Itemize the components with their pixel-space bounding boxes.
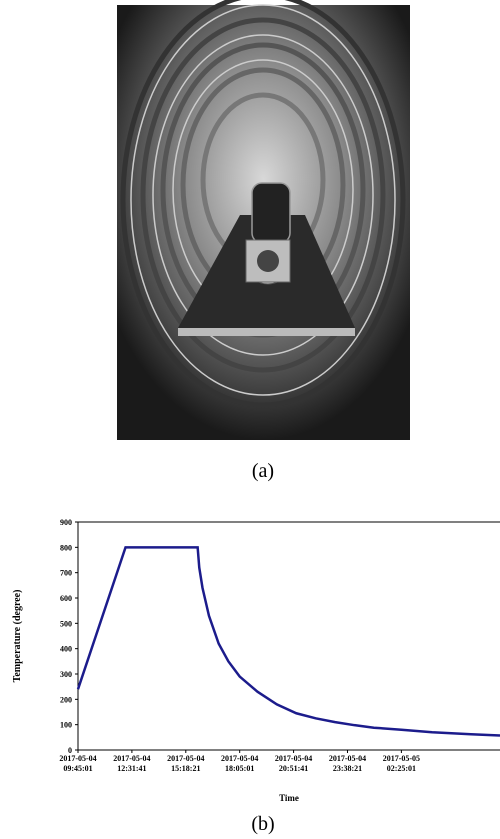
x-tick-label-line: 12:31:41 xyxy=(117,764,146,773)
photo xyxy=(117,0,410,440)
x-tick-label: 2017-05-04 23:38:21 xyxy=(329,754,366,773)
x-tick-label: 2017-05-04 09:45:01 xyxy=(59,754,96,773)
y-tick-label: 500 xyxy=(60,619,72,628)
y-tick-label: 900 xyxy=(60,518,72,527)
x-tick-label-line: 2017-05-05 xyxy=(383,754,420,763)
x-tick-label-line: 23:38:21 xyxy=(333,764,362,773)
line xyxy=(76,546,500,737)
x-tick-label-line: 20:51:41 xyxy=(279,764,308,773)
y-tick-label: 200 xyxy=(60,695,72,704)
y-tick-label: 600 xyxy=(60,594,72,603)
x-tick-label-line: 09:45:01 xyxy=(63,764,92,773)
y-tick-label: 0 xyxy=(68,746,72,755)
x-axis-label: Time xyxy=(279,793,299,803)
x-tick-label: 2017-05-04 15:18:21 xyxy=(167,754,204,773)
caption: (b) xyxy=(251,813,274,835)
y-tick-label: 300 xyxy=(60,670,72,679)
caption: (a) xyxy=(252,460,274,482)
y-tick-label: 700 xyxy=(60,569,72,578)
x-tick-label-line: 02:25:01 xyxy=(387,764,416,773)
x-tick-label-line: 2017-05-04 xyxy=(221,754,258,763)
x-tick-label: 2017-05-04 12:31:41 xyxy=(113,754,150,773)
x-tick-label-line: 2017-05-04 xyxy=(275,754,312,763)
x-tick-label-line: 2017-05-04 xyxy=(329,754,366,763)
x-tick-label: 2017-05-04 18:05:01 xyxy=(221,754,258,773)
x-tick-label-line: 2017-05-04 xyxy=(113,754,150,763)
y-tick-label: 400 xyxy=(60,645,72,654)
x-tick-label-line: 2017-05-04 xyxy=(167,754,204,763)
y-tick-label: 800 xyxy=(60,543,72,552)
x-tick-label: 2017-05-04 20:51:41 xyxy=(275,754,312,773)
y-axis-label: Temperature (degree) xyxy=(12,590,23,683)
x-tick-label-line: 2017-05-04 xyxy=(59,754,96,763)
x-tick-label: 2017-05-05 02:25:01 xyxy=(383,754,420,773)
y-tick-label: 100 xyxy=(60,721,72,730)
x-tick-label-line: 15:18:21 xyxy=(171,764,200,773)
x-tick-label-line: 18:05:01 xyxy=(225,764,254,773)
